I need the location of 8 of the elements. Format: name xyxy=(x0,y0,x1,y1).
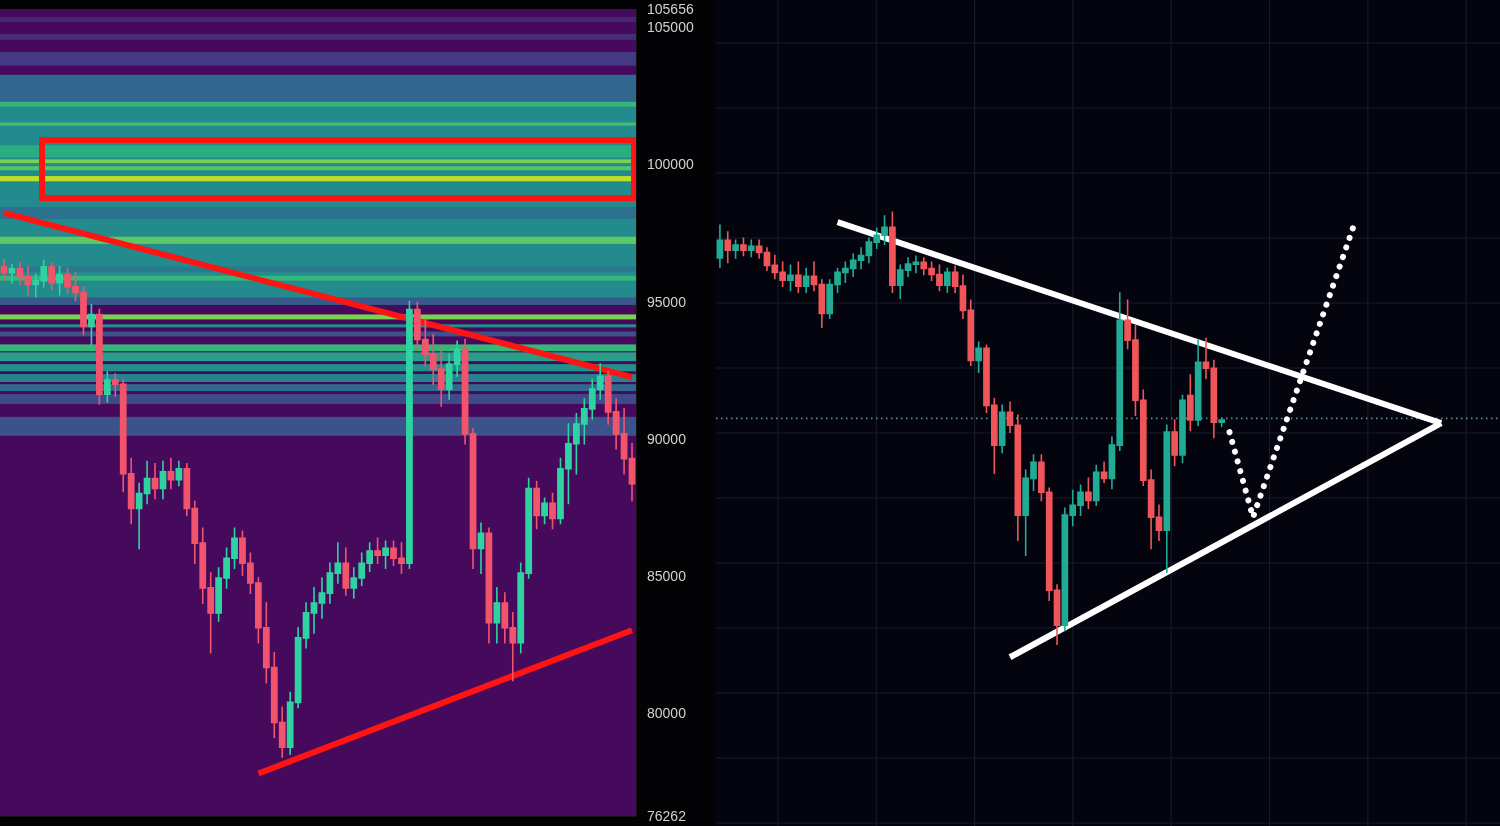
y-tick-label: 80000 xyxy=(647,705,687,722)
y-tick-label: 85000 xyxy=(647,568,687,585)
y-tick-label: 76262 xyxy=(647,807,687,824)
y-tick-label: 105656 xyxy=(647,0,694,17)
y-tick-label: 105000 xyxy=(647,18,694,35)
y-tick-label: 95000 xyxy=(647,293,687,310)
y-tick-label: 100000 xyxy=(647,156,694,173)
y-tick-label: 90000 xyxy=(647,430,687,447)
